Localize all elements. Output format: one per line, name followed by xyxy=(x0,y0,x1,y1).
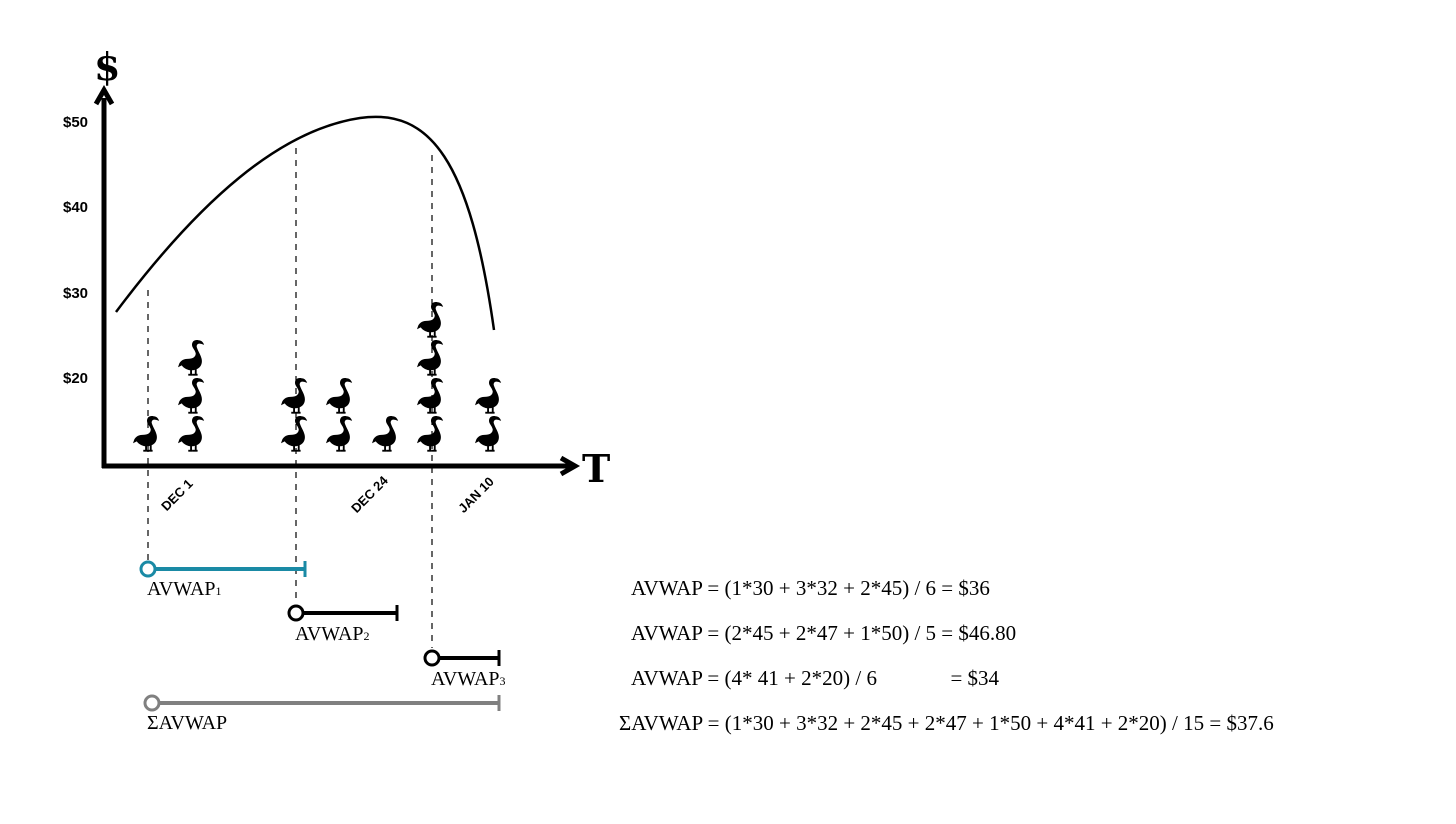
goose-icon xyxy=(281,377,308,414)
anchor-point xyxy=(139,560,157,578)
segment-label-sigma-avwap: ΣAVWAP xyxy=(147,712,228,734)
anchor-point xyxy=(423,649,441,667)
price-curve xyxy=(115,115,496,331)
formula-avwap-3: AVWAP = (4* 41 + 2*20) / 6 = $34 xyxy=(631,666,1000,690)
goose-icon xyxy=(178,415,205,452)
goose-icon xyxy=(133,415,160,452)
y-tick-label: $20 xyxy=(63,370,89,387)
y-axis-arrow xyxy=(93,84,115,106)
y-axis-symbol: $ xyxy=(94,44,121,89)
y-tick-label: $50 xyxy=(63,114,89,131)
goose-stack-3 xyxy=(281,377,308,452)
goose-icon xyxy=(475,377,502,414)
goose-icon xyxy=(417,377,444,414)
goose-icon xyxy=(326,415,353,452)
goose-icon xyxy=(178,339,205,376)
segment-avwap-1 xyxy=(139,560,307,578)
goose-icon xyxy=(281,415,308,452)
segment-label-avwap-3: AVWAP3 xyxy=(431,668,506,690)
goose-stack-6 xyxy=(417,301,444,452)
segment-sigma-avwap xyxy=(143,694,501,712)
goose-stack-5 xyxy=(372,415,399,452)
anchor-point xyxy=(287,604,305,622)
goose-stack-4 xyxy=(326,377,353,452)
y-tick-label: $30 xyxy=(63,285,89,302)
goose-icon xyxy=(417,415,444,452)
goose-stack-2 xyxy=(178,339,205,452)
goose-icon xyxy=(372,415,399,452)
goose-icon xyxy=(178,377,205,414)
goose-stack-1 xyxy=(133,415,160,452)
goose-stack-7 xyxy=(475,377,502,452)
anchor-point xyxy=(143,694,161,712)
y-tick-label: $40 xyxy=(63,199,89,216)
x-axis-symbol: T xyxy=(582,446,611,491)
goose-icon xyxy=(326,377,353,414)
segment-avwap-2 xyxy=(287,604,399,622)
formula-sigma-avwap: ΣAVWAP = (1*30 + 3*32 + 2*45 + 2*47 + 1*… xyxy=(619,711,1274,735)
axes xyxy=(93,84,581,477)
anchor-lines xyxy=(147,148,433,648)
goose-icon xyxy=(475,415,502,452)
segment-avwap-3 xyxy=(423,649,501,667)
segment-label-avwap-1: AVWAP1 xyxy=(147,578,222,600)
formula-avwap-1: AVWAP = (1*30 + 3*32 + 2*45) / 6 = $36 xyxy=(631,576,990,600)
segment-label-avwap-2: AVWAP2 xyxy=(295,623,370,645)
goose-icon xyxy=(417,339,444,376)
x-axis-arrow xyxy=(559,455,581,477)
formula-avwap-2: AVWAP = (2*45 + 2*47 + 1*50) / 5 = $46.8… xyxy=(631,621,1017,645)
goose-icon xyxy=(417,301,444,338)
